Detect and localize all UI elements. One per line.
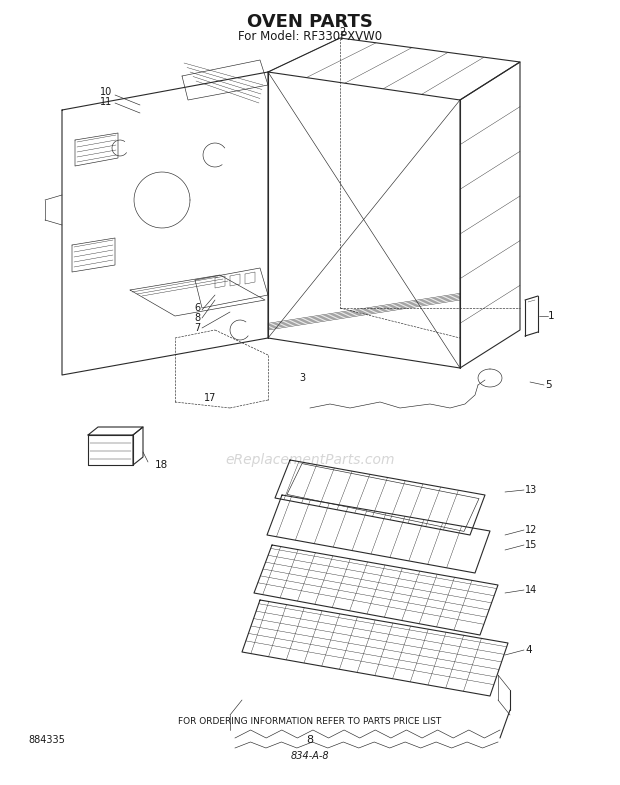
Text: 2: 2 [339,27,345,37]
Text: 18: 18 [155,460,168,470]
Text: For Model: RF330PXVW0: For Model: RF330PXVW0 [238,30,382,42]
Text: OVEN PARTS: OVEN PARTS [247,13,373,31]
Text: 8: 8 [306,735,314,745]
Text: 5: 5 [545,380,552,390]
Text: eReplacementParts.com: eReplacementParts.com [225,453,395,467]
Text: 7: 7 [194,323,200,333]
Text: 12: 12 [525,525,538,535]
Text: 8: 8 [194,313,200,323]
Text: 10: 10 [100,87,112,97]
Text: 6: 6 [194,303,200,313]
Text: 1: 1 [548,311,555,321]
Text: 14: 14 [525,585,538,595]
Text: 884335: 884335 [28,735,65,745]
Text: 15: 15 [525,540,538,550]
Text: 3: 3 [299,373,305,383]
Text: 11: 11 [100,97,112,107]
Text: FOR ORDERING INFORMATION REFER TO PARTS PRICE LIST: FOR ORDERING INFORMATION REFER TO PARTS … [179,717,441,726]
Text: 834-A-8: 834-A-8 [291,751,329,761]
Text: 13: 13 [525,485,538,495]
Text: 4: 4 [525,645,531,655]
Text: 17: 17 [204,393,216,403]
